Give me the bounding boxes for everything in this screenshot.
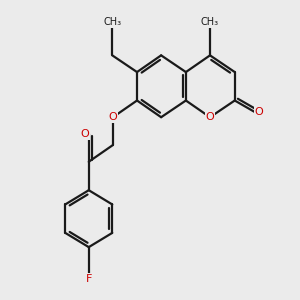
Text: F: F: [85, 274, 92, 284]
Text: CH₃: CH₃: [103, 17, 121, 27]
Text: CH₃: CH₃: [201, 17, 219, 27]
Text: O: O: [254, 107, 263, 117]
Text: O: O: [80, 129, 89, 139]
Text: O: O: [206, 112, 214, 122]
Text: O: O: [109, 112, 117, 122]
